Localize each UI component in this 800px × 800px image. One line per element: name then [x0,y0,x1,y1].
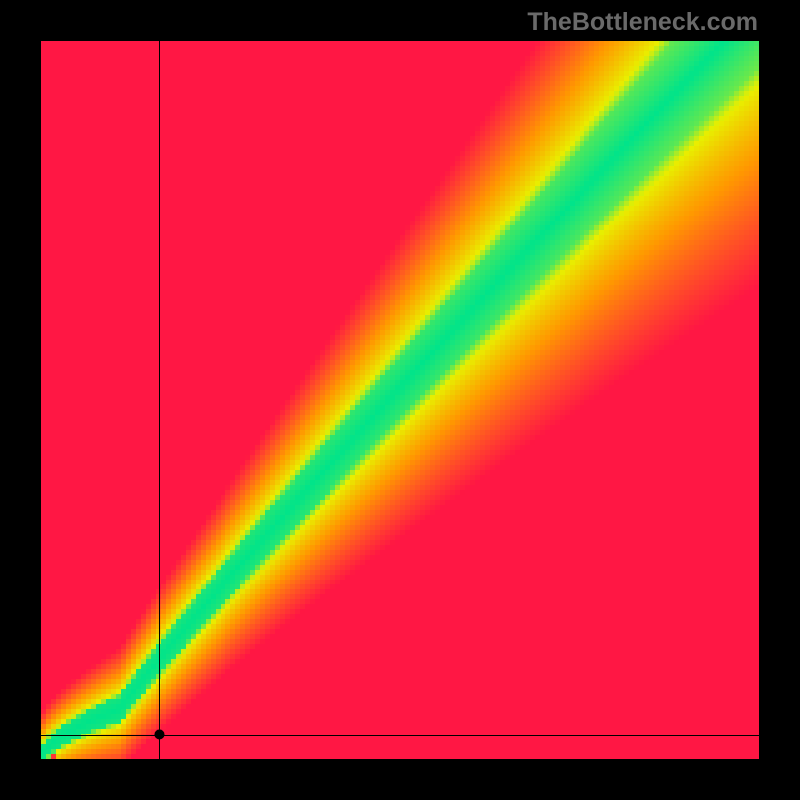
bottleneck-heatmap [41,41,759,759]
attribution-watermark: TheBottleneck.com [527,8,758,37]
